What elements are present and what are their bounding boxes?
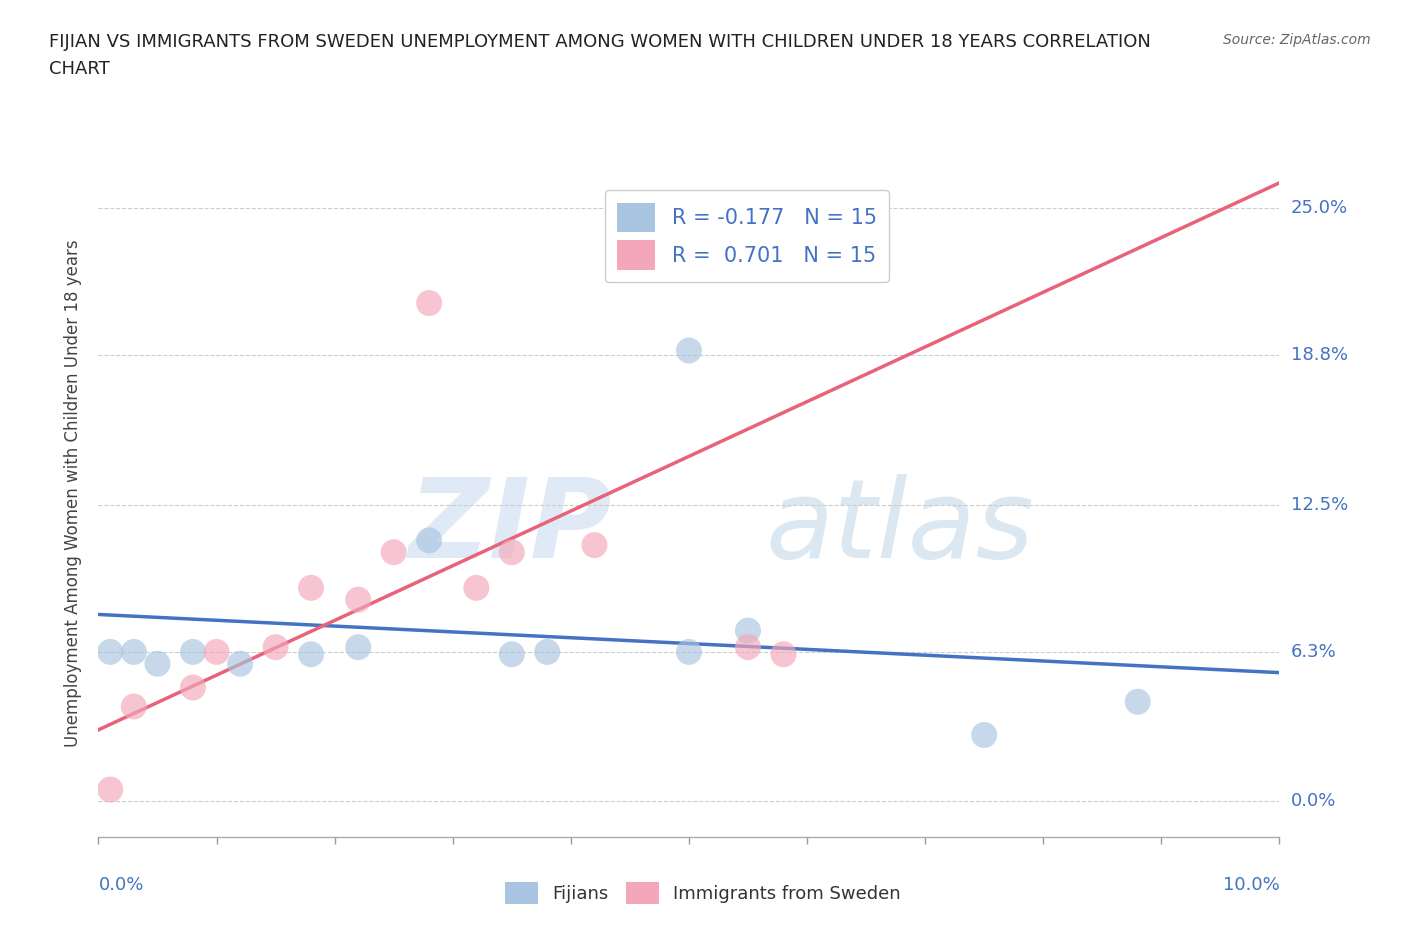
Point (772, 647, 794, 662)
Point (1126, 695, 1149, 710)
Point (678, 229, 700, 244)
Point (418, 533, 440, 548)
Point (122, 644, 145, 659)
Text: 0.0%: 0.0% (1291, 792, 1336, 810)
Point (382, 545, 405, 560)
Point (465, 580, 488, 595)
Text: Source: ZipAtlas.com: Source: ZipAtlas.com (1223, 33, 1371, 46)
Point (973, 727, 995, 742)
Point (98, 644, 121, 659)
Point (418, 296, 440, 311)
Point (299, 647, 322, 662)
Point (181, 644, 204, 659)
Point (501, 545, 523, 560)
Text: 18.8%: 18.8% (1291, 346, 1347, 365)
Text: ZIP: ZIP (409, 473, 612, 581)
Y-axis label: Unemployment Among Women with Children Under 18 years: Unemployment Among Women with Children U… (65, 239, 83, 747)
Text: 0.0%: 0.0% (98, 876, 143, 894)
Legend: Fijians, Immigrants from Sweden: Fijians, Immigrants from Sweden (498, 875, 908, 911)
Point (264, 640, 287, 655)
Point (583, 538, 606, 552)
Point (501, 647, 523, 662)
Point (536, 644, 558, 659)
Point (347, 640, 370, 655)
Point (229, 657, 252, 671)
Text: atlas: atlas (766, 473, 1035, 581)
Text: CHART: CHART (49, 60, 110, 78)
Point (205, 644, 228, 659)
Point (146, 657, 169, 671)
Point (678, 644, 700, 659)
Legend: R = -0.177   N = 15, R =  0.701   N = 15: R = -0.177 N = 15, R = 0.701 N = 15 (605, 191, 889, 283)
Point (181, 680, 204, 695)
Point (737, 623, 759, 638)
Text: 12.5%: 12.5% (1291, 496, 1348, 513)
Text: FIJIAN VS IMMIGRANTS FROM SWEDEN UNEMPLOYMENT AMONG WOMEN WITH CHILDREN UNDER 18: FIJIAN VS IMMIGRANTS FROM SWEDEN UNEMPLO… (49, 33, 1152, 50)
Point (98, 782, 121, 797)
Text: 25.0%: 25.0% (1291, 199, 1348, 217)
Point (122, 699, 145, 714)
Text: 10.0%: 10.0% (1223, 876, 1279, 894)
Point (299, 580, 322, 595)
Point (347, 592, 370, 607)
Text: 6.3%: 6.3% (1291, 643, 1336, 661)
Point (678, 343, 700, 358)
Point (737, 640, 759, 655)
